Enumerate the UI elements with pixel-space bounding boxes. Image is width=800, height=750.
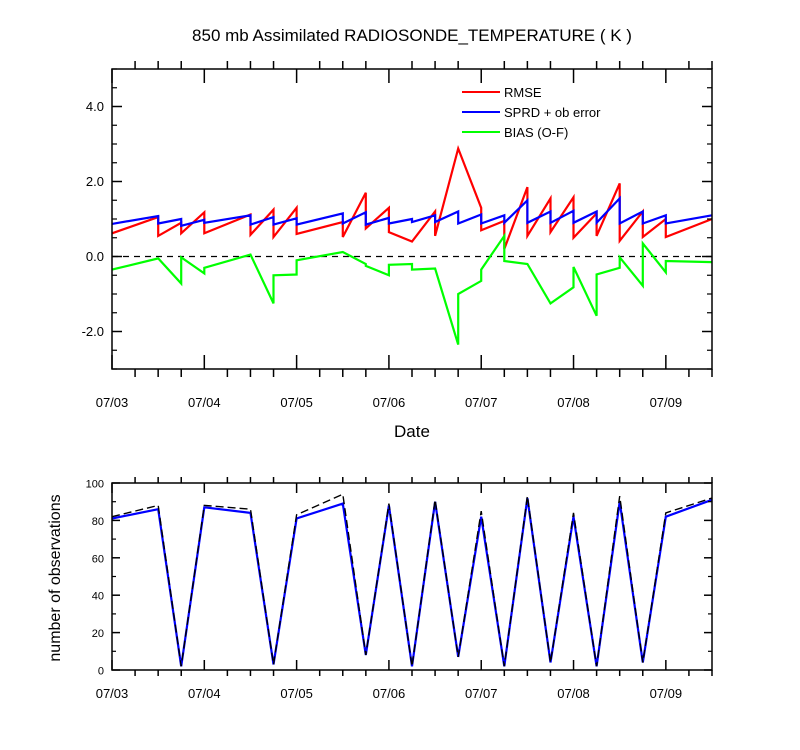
y-tick-label-0: 2.0 [86, 174, 104, 189]
legend-label: RMSE [504, 85, 542, 100]
y-tick-label-1: 40 [92, 591, 104, 603]
y-tick-label-0: 4.0 [86, 99, 104, 114]
legend: RMSE SPRD + ob error BIAS (O-F) [462, 85, 601, 140]
x-tick-label-0: 07/04 [188, 395, 221, 410]
series-line-0-2 [111, 232, 713, 345]
y-tick-label-1: 60 [92, 553, 104, 565]
x-tick-label-1: 07/06 [373, 686, 406, 701]
y-tick-label-1: 80 [92, 516, 104, 528]
x-tick-label-0: 07/07 [465, 395, 498, 410]
x-tick-label-1: 07/09 [650, 686, 683, 701]
series-line-1-1 [111, 493, 713, 667]
x-tick-label-1: 07/07 [465, 686, 498, 701]
y-tick-label-0: -2.0 [82, 324, 104, 339]
x-tick-label-1: 07/08 [557, 686, 590, 701]
y-tick-label-1: 20 [92, 628, 104, 640]
top-chart-title: 850 mb Assimilated RADIOSONDE_TEMPERATUR… [192, 26, 632, 45]
y-tick-label-1: 100 [86, 479, 104, 491]
y-tick-label-1: 0 [98, 666, 104, 678]
x-tick-label-0: 07/05 [280, 395, 313, 410]
top-chart-xlabel: Date [394, 422, 430, 441]
legend-label: BIAS (O-F) [504, 125, 568, 140]
x-tick-label-1: 07/04 [188, 686, 221, 701]
x-tick-label-0: 07/03 [96, 395, 129, 410]
x-tick-label-1: 07/05 [280, 686, 313, 701]
x-tick-label-0: 07/08 [557, 395, 590, 410]
bottom-chart-ylabel: number of observations [47, 494, 64, 661]
bottom-plot-area: 07/03 07/04 07/05 07/06 07/07 07/08 07/09 100 80… [86, 477, 713, 701]
legend-label: SPRD + ob error [504, 105, 601, 120]
x-tick-label-0: 07/06 [373, 395, 406, 410]
y-tick-label-0: 0.0 [86, 249, 104, 264]
x-tick-label-1: 07/03 [96, 686, 129, 701]
series-line-0-0 [111, 144, 713, 250]
top-plot-area: 07/03 07/04 07/05 07/06 07/07 07/08 07/09 4.0 2.… [82, 61, 713, 410]
series-line-0-1 [111, 195, 713, 228]
x-tick-label-0: 07/09 [650, 395, 683, 410]
